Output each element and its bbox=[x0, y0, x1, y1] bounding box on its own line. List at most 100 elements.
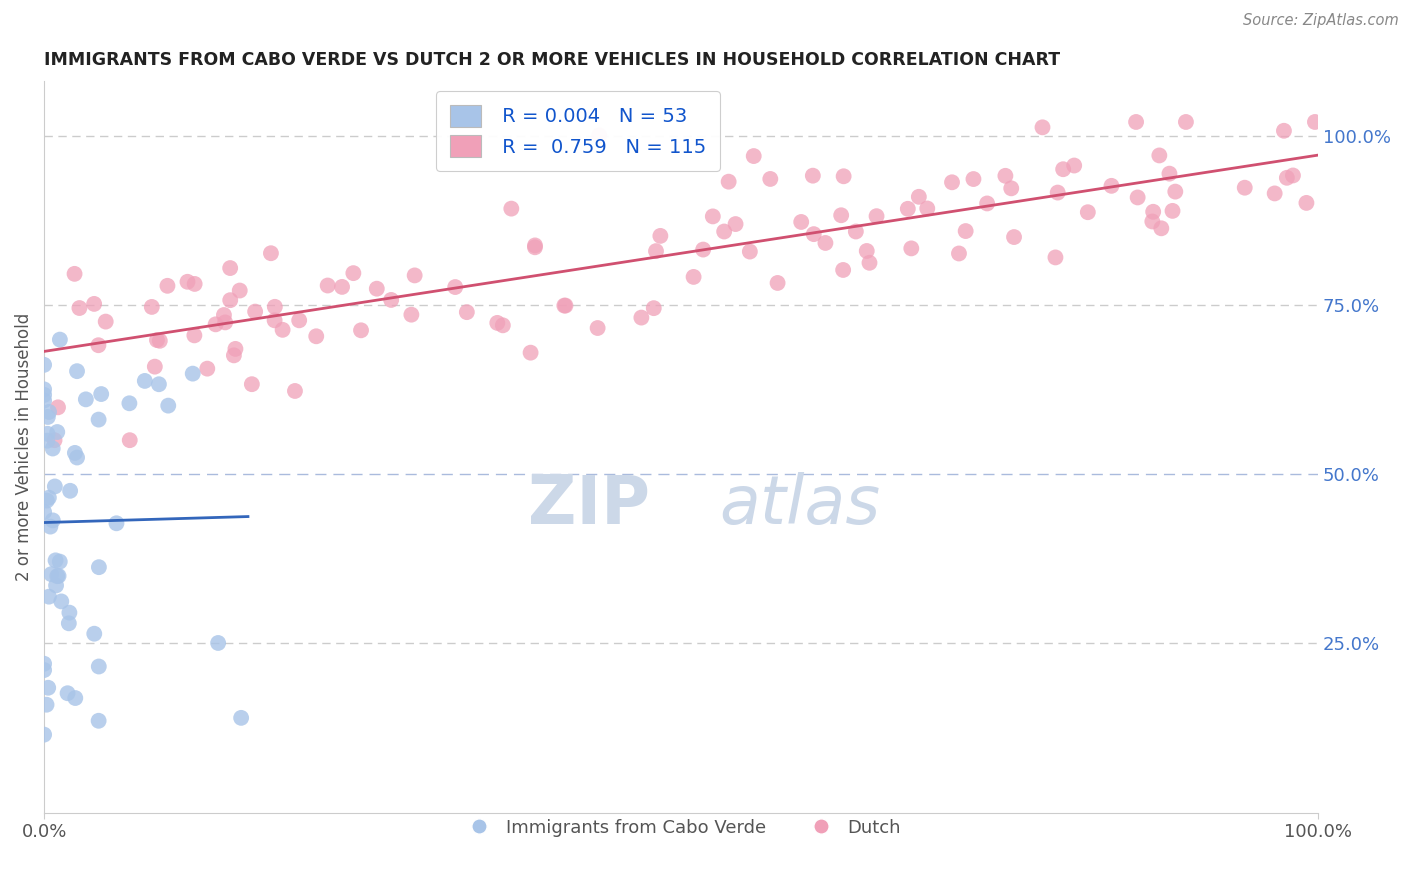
Point bbox=[146, 333, 169, 347]
Point bbox=[692, 243, 714, 257]
Point bbox=[845, 225, 868, 239]
Point bbox=[717, 175, 740, 189]
Point bbox=[41, 442, 63, 456]
Point bbox=[1295, 195, 1317, 210]
Point bbox=[243, 304, 266, 318]
Point bbox=[39, 567, 62, 582]
Point bbox=[486, 316, 509, 330]
Point bbox=[118, 433, 141, 447]
Point bbox=[42, 513, 65, 527]
Point bbox=[897, 202, 920, 216]
Point bbox=[976, 196, 998, 211]
Point bbox=[554, 299, 576, 313]
Point bbox=[51, 594, 73, 608]
Point bbox=[260, 246, 283, 260]
Point bbox=[58, 606, 80, 620]
Point bbox=[66, 364, 89, 378]
Point bbox=[45, 553, 67, 567]
Point bbox=[962, 172, 984, 186]
Point bbox=[87, 714, 110, 728]
Point bbox=[650, 228, 672, 243]
Point bbox=[32, 728, 55, 742]
Point bbox=[1063, 159, 1085, 173]
Point bbox=[224, 342, 246, 356]
Point bbox=[588, 128, 610, 143]
Point bbox=[67, 301, 90, 315]
Point bbox=[35, 493, 58, 508]
Point bbox=[401, 308, 423, 322]
Point bbox=[814, 235, 837, 250]
Point bbox=[149, 334, 172, 348]
Point bbox=[32, 383, 55, 397]
Point bbox=[645, 244, 668, 259]
Point bbox=[65, 691, 87, 706]
Point bbox=[141, 300, 163, 314]
Point bbox=[49, 555, 72, 569]
Point bbox=[219, 261, 242, 276]
Text: ZIP: ZIP bbox=[529, 473, 650, 539]
Point bbox=[222, 348, 245, 362]
Point bbox=[900, 241, 922, 255]
Point bbox=[305, 329, 328, 343]
Point bbox=[219, 293, 242, 308]
Point bbox=[39, 519, 62, 533]
Point bbox=[87, 659, 110, 673]
Point bbox=[35, 698, 58, 712]
Point bbox=[263, 300, 285, 314]
Point bbox=[38, 405, 60, 419]
Point bbox=[32, 505, 55, 519]
Point bbox=[45, 578, 67, 592]
Point bbox=[105, 516, 128, 531]
Point bbox=[941, 175, 963, 189]
Point bbox=[134, 374, 156, 388]
Point bbox=[263, 313, 285, 327]
Point bbox=[366, 282, 388, 296]
Point bbox=[682, 269, 704, 284]
Point bbox=[865, 209, 887, 223]
Point bbox=[1303, 115, 1326, 129]
Point bbox=[444, 280, 467, 294]
Point bbox=[1002, 230, 1025, 244]
Point bbox=[803, 227, 825, 241]
Point bbox=[832, 169, 855, 184]
Point bbox=[271, 323, 294, 337]
Point bbox=[176, 275, 198, 289]
Point bbox=[148, 377, 170, 392]
Point bbox=[917, 202, 939, 216]
Point bbox=[195, 361, 218, 376]
Point bbox=[44, 433, 66, 447]
Point bbox=[90, 387, 112, 401]
Point bbox=[456, 305, 478, 319]
Point bbox=[37, 434, 59, 448]
Point bbox=[1174, 115, 1197, 129]
Point bbox=[63, 446, 86, 460]
Point bbox=[46, 425, 69, 439]
Text: IMMIGRANTS FROM CABO VERDE VS DUTCH 2 OR MORE VEHICLES IN HOUSEHOLD CORRELATION : IMMIGRANTS FROM CABO VERDE VS DUTCH 2 OR… bbox=[44, 51, 1060, 69]
Point bbox=[766, 276, 789, 290]
Point bbox=[157, 399, 180, 413]
Point bbox=[1101, 178, 1123, 193]
Point bbox=[1077, 205, 1099, 219]
Point bbox=[1233, 180, 1256, 194]
Point bbox=[524, 238, 547, 252]
Point bbox=[738, 244, 761, 259]
Point bbox=[994, 169, 1017, 183]
Point bbox=[181, 367, 204, 381]
Point bbox=[855, 244, 877, 258]
Point bbox=[207, 636, 229, 650]
Point bbox=[214, 315, 236, 329]
Point bbox=[404, 268, 426, 283]
Point bbox=[1031, 120, 1053, 135]
Point bbox=[32, 657, 55, 671]
Point bbox=[955, 224, 977, 238]
Point bbox=[83, 297, 105, 311]
Point bbox=[118, 396, 141, 410]
Point bbox=[38, 491, 60, 505]
Point bbox=[1159, 167, 1181, 181]
Point bbox=[1125, 115, 1147, 129]
Point bbox=[713, 225, 735, 239]
Point bbox=[58, 616, 80, 631]
Point bbox=[1275, 170, 1298, 185]
Point bbox=[523, 240, 546, 254]
Point bbox=[492, 318, 515, 333]
